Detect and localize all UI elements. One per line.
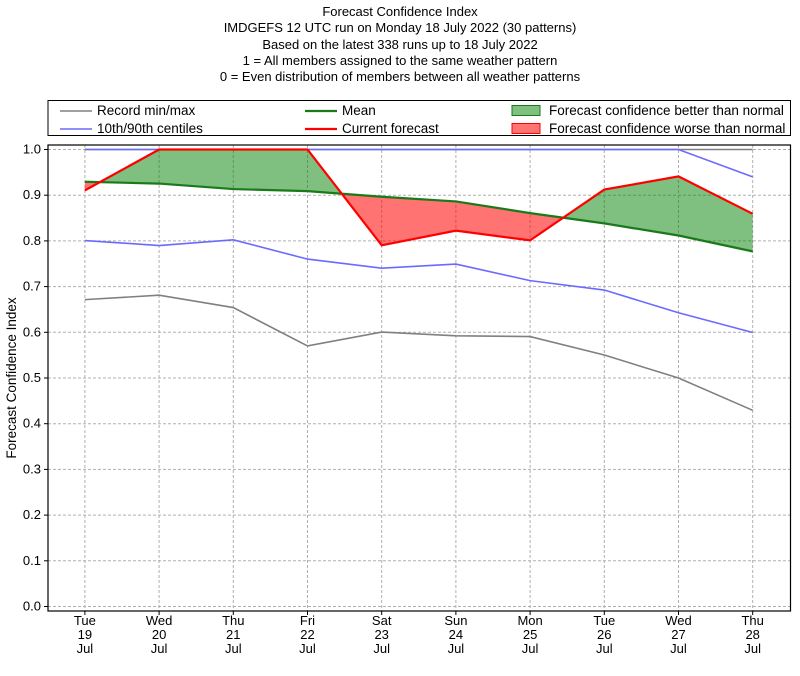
svg-text:Tue: Tue (74, 613, 96, 628)
svg-text:Tue: Tue (593, 613, 615, 628)
svg-text:23: 23 (374, 627, 388, 642)
svg-text:25: 25 (523, 627, 537, 642)
svg-text:Mon: Mon (517, 613, 542, 628)
svg-text:27: 27 (671, 627, 685, 642)
svg-text:19: 19 (78, 627, 92, 642)
svg-text:0.7: 0.7 (23, 279, 41, 294)
svg-text:21: 21 (226, 627, 240, 642)
svg-text:Wed: Wed (146, 613, 173, 628)
svg-text:0.1: 0.1 (23, 553, 41, 568)
svg-text:Jul: Jul (744, 641, 761, 656)
svg-text:Fri: Fri (300, 613, 315, 628)
svg-text:Thu: Thu (741, 613, 763, 628)
svg-text:26: 26 (597, 627, 611, 642)
svg-text:0.3: 0.3 (23, 461, 41, 476)
svg-text:10th/90th centiles: 10th/90th centiles (97, 121, 203, 136)
svg-text:Jul: Jul (151, 641, 168, 656)
svg-text:22: 22 (300, 627, 314, 642)
svg-text:Jul: Jul (225, 641, 242, 656)
svg-text:Jul: Jul (299, 641, 316, 656)
svg-text:24: 24 (449, 627, 463, 642)
svg-text:Mean: Mean (342, 103, 376, 118)
svg-text:0.9: 0.9 (23, 187, 41, 202)
svg-text:0.2: 0.2 (23, 507, 41, 522)
svg-text:Sat: Sat (372, 613, 392, 628)
svg-text:0.8: 0.8 (23, 233, 41, 248)
svg-text:Forecast Confidence Index: Forecast Confidence Index (4, 297, 19, 459)
svg-text:0.6: 0.6 (23, 324, 41, 339)
svg-text:0.0: 0.0 (23, 599, 41, 614)
svg-text:Jul: Jul (522, 641, 539, 656)
svg-text:0.5: 0.5 (23, 370, 41, 385)
svg-text:Jul: Jul (77, 641, 94, 656)
svg-text:20: 20 (152, 627, 166, 642)
svg-text:Jul: Jul (670, 641, 687, 656)
svg-text:Forecast confidence worse than: Forecast confidence worse than normal (549, 121, 785, 136)
svg-text:1.0: 1.0 (23, 142, 41, 157)
svg-text:Thu: Thu (222, 613, 244, 628)
svg-text:Jul: Jul (448, 641, 465, 656)
svg-text:Forecast confidence better tha: Forecast confidence better than normal (549, 103, 784, 118)
svg-text:Wed: Wed (665, 613, 692, 628)
svg-text:28: 28 (745, 627, 759, 642)
svg-text:Jul: Jul (596, 641, 613, 656)
svg-text:0.4: 0.4 (23, 416, 41, 431)
svg-text:Record min/max: Record min/max (97, 103, 196, 118)
svg-text:Sun: Sun (444, 613, 467, 628)
svg-text:Current forecast: Current forecast (342, 121, 439, 136)
svg-text:Jul: Jul (373, 641, 390, 656)
